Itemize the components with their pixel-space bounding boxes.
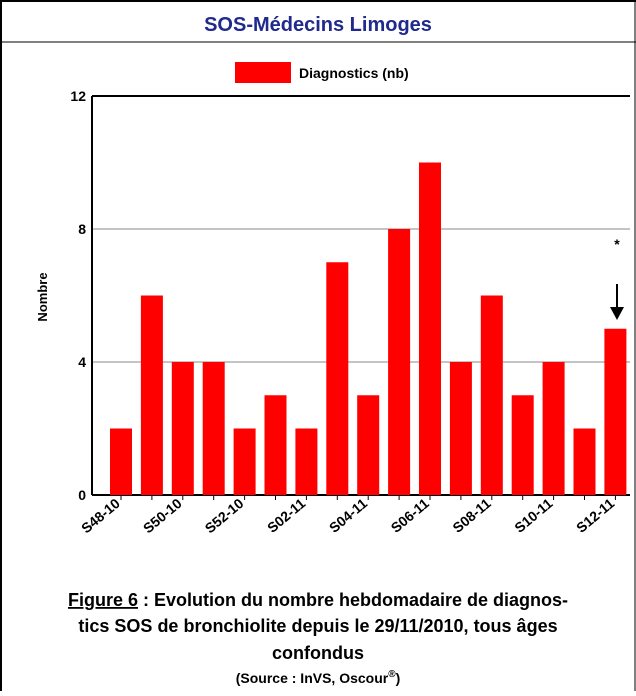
bar <box>202 362 225 495</box>
bar <box>357 395 380 495</box>
bar <box>110 428 132 495</box>
annotation: * <box>614 236 620 252</box>
bar <box>295 428 318 495</box>
bar <box>449 362 472 495</box>
x-tick-label: S02-11 <box>264 495 308 536</box>
bar <box>264 395 287 495</box>
y-axis-label: Nombre <box>35 272 50 321</box>
x-tick-label: S10-11 <box>511 495 555 536</box>
source: (Source : InVS, Oscour®) <box>236 669 401 686</box>
x-tick-label: S04-11 <box>326 495 370 536</box>
bar <box>511 395 534 495</box>
source-text: (Source : InVS, Oscour <box>236 670 389 686</box>
caption-text: : Evolution du nombre hebdomadaire de di… <box>138 590 568 610</box>
bar <box>388 229 411 495</box>
x-tick-label: S12-11 <box>573 495 617 536</box>
legend-swatch <box>235 62 291 83</box>
source-mark: ® <box>388 669 396 680</box>
bar <box>140 295 163 495</box>
figure-label: Figure 6 <box>68 590 138 610</box>
source-end: ) <box>396 670 401 686</box>
caption-line: confondus <box>272 643 364 663</box>
bar <box>326 262 349 495</box>
x-tick-label: S06-11 <box>388 495 432 536</box>
y-tick-label: 4 <box>78 354 86 370</box>
arrow-head <box>610 307 624 320</box>
bar <box>419 162 441 495</box>
bar <box>480 295 503 495</box>
bar <box>171 362 194 495</box>
bar <box>233 428 256 495</box>
x-tick-label: S50-10 <box>140 495 185 536</box>
x-tick-label: S52-10 <box>202 495 247 536</box>
bar <box>573 428 596 495</box>
chart-title: SOS-Médecins Limoges <box>204 14 432 36</box>
x-tick-label: S08-11 <box>449 495 493 536</box>
bar <box>542 362 565 495</box>
caption-line: tics SOS de bronchiolite depuis le 29/11… <box>78 616 557 636</box>
y-tick-label: 0 <box>78 487 86 503</box>
legend-label: Diagnostics (nb) <box>299 65 409 81</box>
bar <box>604 328 627 495</box>
caption-line: Figure 6 : Evolution du nombre hebdomada… <box>68 590 568 610</box>
y-tick-label: 12 <box>70 88 86 104</box>
y-tick-label: 8 <box>78 221 86 237</box>
